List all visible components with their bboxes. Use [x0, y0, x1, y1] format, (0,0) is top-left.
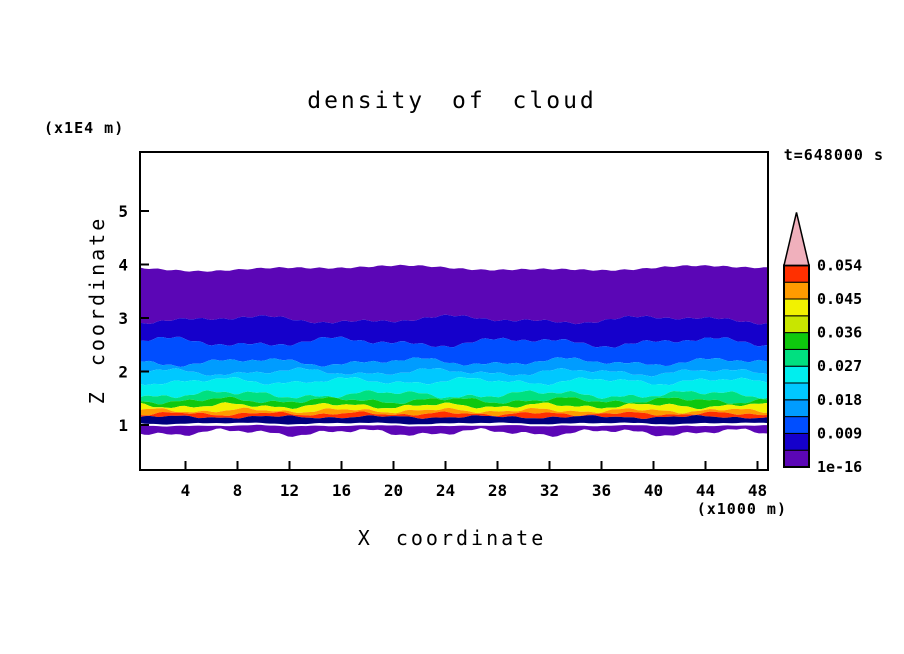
x-tick-label: 24: [436, 481, 455, 500]
x-axis-unit-label: (x1000 m): [696, 500, 787, 518]
plot-title: density of cloud: [307, 88, 597, 114]
contour-band: [140, 314, 768, 348]
colorbar-segment: [783, 264, 810, 283]
x-tick-label: 36: [592, 481, 611, 500]
colorbar-segment: [783, 298, 810, 317]
colorbar-segment: [783, 332, 810, 350]
contour-band: [140, 357, 768, 377]
colorbar-label: 0.009: [817, 424, 862, 442]
x-tick-label: 16: [332, 481, 351, 500]
contour-band: [140, 336, 768, 367]
y-tick-label: 4: [118, 256, 128, 275]
contour-band-group: [140, 264, 768, 437]
colorbar-segment: [783, 416, 810, 434]
colorbar-label: 0.045: [817, 290, 862, 308]
colorbar-overflow-arrow: [783, 212, 810, 267]
x-tick-label: 20: [384, 481, 403, 500]
x-axis-title: X coordinate: [357, 526, 547, 550]
timestamp-label: t=648000 s: [783, 146, 884, 164]
colorbar-segment: [783, 348, 810, 367]
y-tick-label: 3: [118, 309, 128, 328]
y-tick-label: 1: [118, 416, 128, 435]
y-tick-label: 5: [118, 202, 128, 221]
x-tick-label: 4: [181, 481, 191, 500]
contour-band: [140, 367, 768, 386]
x-tick-label: 44: [696, 481, 715, 500]
colorbar-label: 1e-16: [817, 458, 862, 476]
contour-band: [140, 377, 768, 399]
colorbar-segment: [783, 432, 810, 451]
x-tick-label: 32: [540, 481, 559, 500]
colorbar-segment: [783, 382, 810, 401]
colorbar-segment: [783, 449, 810, 468]
colorbar-label: 0.027: [817, 357, 862, 375]
x-tick-label: 40: [644, 481, 663, 500]
x-tick-label: 48: [748, 481, 767, 500]
colorbar-label: 0.054: [817, 256, 862, 274]
colorbar-label: 0.036: [817, 324, 862, 342]
contour-band: [140, 396, 768, 410]
y-tick-label: 2: [118, 363, 128, 382]
contour-band: [140, 411, 768, 419]
y-axis-unit-label: (x1E4 m): [44, 119, 125, 137]
colorbar-segment: [783, 365, 810, 384]
contour-band: [140, 402, 768, 414]
colorbar-segment: [783, 281, 810, 300]
colorbar-label: 0.018: [817, 391, 862, 409]
contour-band: [140, 415, 768, 425]
x-tick-label: 12: [280, 481, 299, 500]
contour-band: [140, 264, 768, 325]
x-tick-label: 28: [488, 481, 507, 500]
x-tick-label: 8: [233, 481, 243, 500]
plot-frame: [139, 151, 769, 471]
colorbar-segment: [783, 315, 810, 334]
colorbar-segment: [783, 399, 810, 418]
detached-cloud-layer: [140, 424, 768, 437]
contour-band: [140, 390, 768, 405]
contour-band: [140, 407, 768, 417]
